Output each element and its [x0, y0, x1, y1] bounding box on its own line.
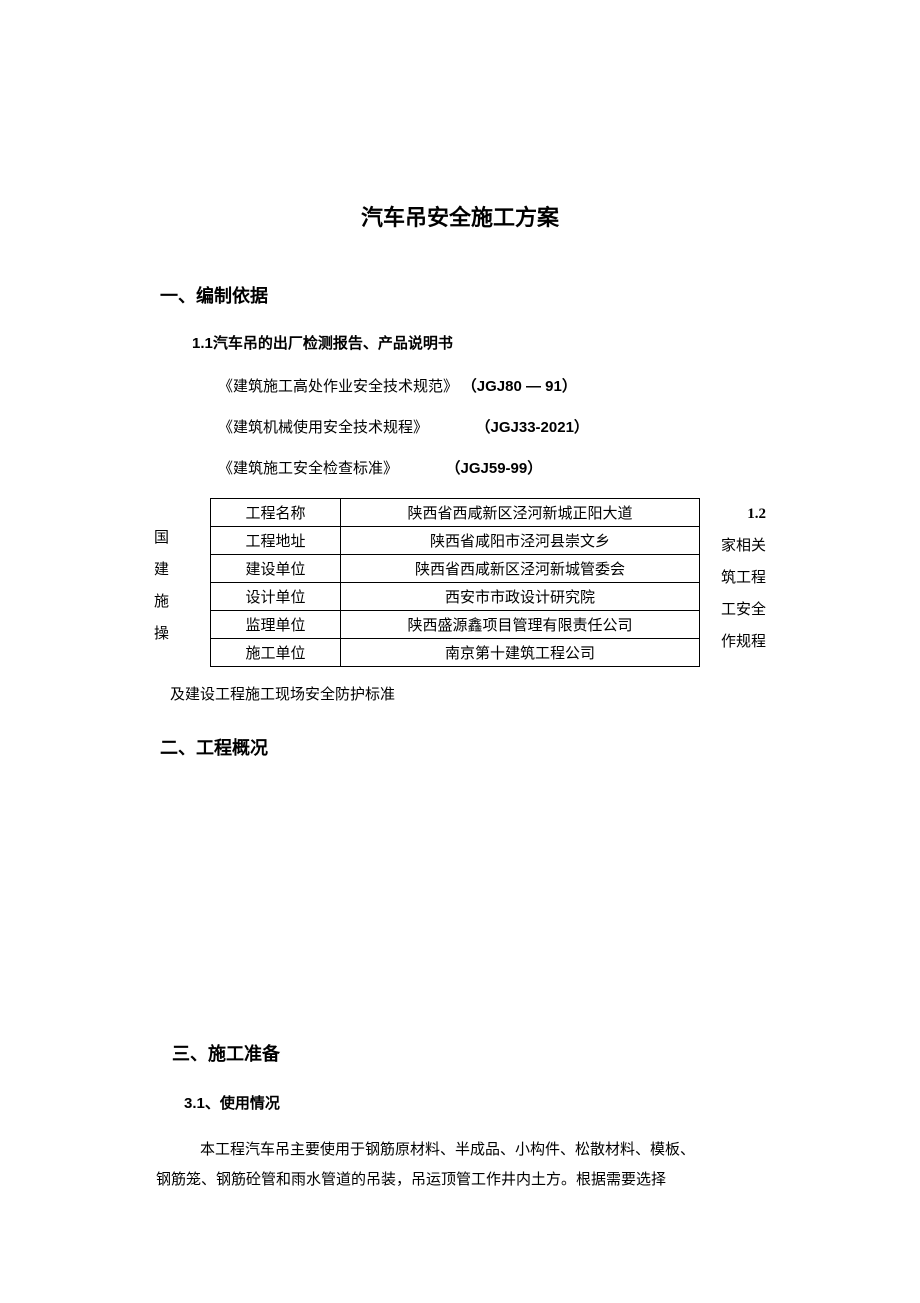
ref-1-name: 《建筑施工高处作业安全技术规范》: [218, 379, 458, 395]
left-char-3: 施: [154, 586, 169, 618]
project-info-block: 国 建 施 操 1.2 家相关 筑工程 工安全 作规程 工程名称 陕西省西咸新区…: [160, 498, 760, 667]
cell-value: 陕西省西咸新区泾河新城正阳大道: [341, 499, 700, 527]
left-char-4: 操: [154, 618, 169, 650]
section-1-1: 1.1汽车吊的出厂检测报告、产品说明书: [192, 332, 760, 353]
table-row: 工程地址 陕西省咸阳市泾河县崇文乡: [211, 527, 700, 555]
right-text-5: 作规程: [721, 626, 766, 658]
table-row: 监理单位 陕西盛源鑫项目管理有限责任公司: [211, 611, 700, 639]
section-2-heading: 二、工程概况: [160, 734, 760, 760]
right-text-2: 家相关: [721, 530, 766, 562]
cell-label: 工程名称: [211, 499, 341, 527]
reference-3: 《建筑施工安全检查标准》 （JGJ59-99）: [218, 457, 760, 478]
ref-3-code: （JGJ59-99）: [446, 460, 543, 477]
cell-value: 陕西省西咸新区泾河新城管委会: [341, 555, 700, 583]
table-row: 施工单位 南京第十建筑工程公司: [211, 639, 700, 667]
ref-1-code: （JGJ80 — 91）: [462, 378, 577, 395]
project-info-table: 工程名称 陕西省西咸新区泾河新城正阳大道 工程地址 陕西省咸阳市泾河县崇文乡 建…: [210, 498, 700, 667]
cell-label: 设计单位: [211, 583, 341, 611]
cell-value: 西安市市政设计研究院: [341, 583, 700, 611]
after-table-text: 及建设工程施工现场安全防护标准: [170, 683, 760, 704]
left-char-1: 国: [154, 522, 169, 554]
left-vertical-text: 国 建 施 操: [154, 522, 169, 650]
ref-2-code: （JGJ33-2021）: [476, 419, 589, 436]
reference-1: 《建筑施工高处作业安全技术规范》 （JGJ80 — 91）: [218, 375, 760, 396]
right-vertical-text: 1.2 家相关 筑工程 工安全 作规程: [721, 498, 766, 658]
reference-2: 《建筑机械使用安全技术规程》 （JGJ33-2021）: [218, 416, 760, 437]
right-text-4: 工安全: [721, 594, 766, 626]
right-text-1: 1.2: [721, 498, 766, 530]
cell-label: 施工单位: [211, 639, 341, 667]
section-1-heading: 一、编制依据: [160, 282, 760, 308]
ref-3-name: 《建筑施工安全检查标准》: [218, 461, 398, 477]
paragraph-1: 本工程汽车吊主要使用于钢筋原材料、半成品、小构件、松散材料、模板、: [170, 1135, 760, 1165]
document-title: 汽车吊安全施工方案: [160, 200, 760, 232]
paragraph-2: 钢筋笼、钢筋砼管和雨水管道的吊装，吊运顶管工作井内土方。根据需要选择: [156, 1165, 760, 1195]
cell-label: 工程地址: [211, 527, 341, 555]
table-row: 工程名称 陕西省西咸新区泾河新城正阳大道: [211, 499, 700, 527]
cell-label: 建设单位: [211, 555, 341, 583]
right-text-3: 筑工程: [721, 562, 766, 594]
table-row: 建设单位 陕西省西咸新区泾河新城管委会: [211, 555, 700, 583]
left-char-2: 建: [154, 554, 169, 586]
section-3-heading: 三、施工准备: [172, 1040, 760, 1066]
table-row: 设计单位 西安市市政设计研究院: [211, 583, 700, 611]
cell-value: 陕西省咸阳市泾河县崇文乡: [341, 527, 700, 555]
cell-label: 监理单位: [211, 611, 341, 639]
cell-value: 南京第十建筑工程公司: [341, 639, 700, 667]
cell-value: 陕西盛源鑫项目管理有限责任公司: [341, 611, 700, 639]
section-3-1: 3.1、使用情况: [184, 1092, 760, 1113]
ref-2-name: 《建筑机械使用安全技术规程》: [218, 420, 428, 436]
